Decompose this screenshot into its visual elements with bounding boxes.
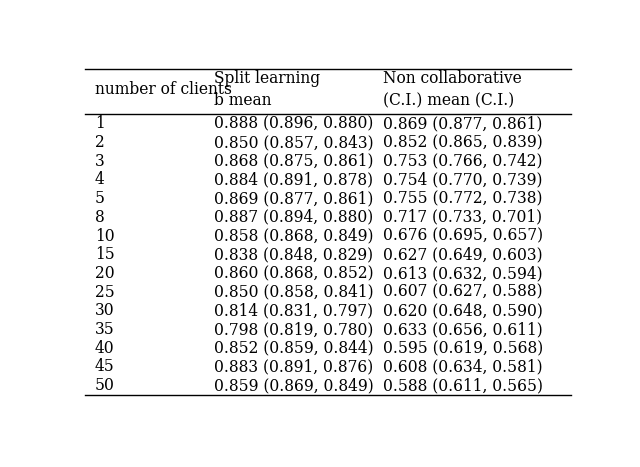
Text: 45: 45 xyxy=(95,359,115,375)
Text: 0.676 (0.695, 0.657): 0.676 (0.695, 0.657) xyxy=(383,227,543,245)
Text: 10: 10 xyxy=(95,227,115,245)
Text: number of clients: number of clients xyxy=(95,81,232,98)
Text: 0.850 (0.857, 0.843): 0.850 (0.857, 0.843) xyxy=(214,134,374,151)
Text: 5: 5 xyxy=(95,190,105,207)
Text: 0.850 (0.858, 0.841): 0.850 (0.858, 0.841) xyxy=(214,283,374,301)
Text: 25: 25 xyxy=(95,283,115,301)
Text: 40: 40 xyxy=(95,340,115,357)
Text: Split learning
b mean: Split learning b mean xyxy=(214,70,320,109)
Text: Non collaborative
(C.I.) mean (C.I.): Non collaborative (C.I.) mean (C.I.) xyxy=(383,70,522,109)
Text: 0.869 (0.877, 0.861): 0.869 (0.877, 0.861) xyxy=(214,190,373,207)
Text: 0.852 (0.865, 0.839): 0.852 (0.865, 0.839) xyxy=(383,134,542,151)
Text: 0.887 (0.894, 0.880): 0.887 (0.894, 0.880) xyxy=(214,209,373,226)
Text: 0.868 (0.875, 0.861): 0.868 (0.875, 0.861) xyxy=(214,153,373,170)
Text: 0.883 (0.891, 0.876): 0.883 (0.891, 0.876) xyxy=(214,359,373,375)
Text: 0.858 (0.868, 0.849): 0.858 (0.868, 0.849) xyxy=(214,227,373,245)
Text: 20: 20 xyxy=(95,265,115,282)
Text: 35: 35 xyxy=(95,321,115,338)
Text: 0.613 (0.632, 0.594): 0.613 (0.632, 0.594) xyxy=(383,265,542,282)
Text: 0.588 (0.611, 0.565): 0.588 (0.611, 0.565) xyxy=(383,377,543,394)
Text: 30: 30 xyxy=(95,302,115,319)
Text: 0.627 (0.649, 0.603): 0.627 (0.649, 0.603) xyxy=(383,246,542,263)
Text: 0.608 (0.634, 0.581): 0.608 (0.634, 0.581) xyxy=(383,359,542,375)
Text: 50: 50 xyxy=(95,377,115,394)
Text: 0.620 (0.648, 0.590): 0.620 (0.648, 0.590) xyxy=(383,302,543,319)
Text: 0.798 (0.819, 0.780): 0.798 (0.819, 0.780) xyxy=(214,321,373,338)
Text: 15: 15 xyxy=(95,246,115,263)
Text: 0.753 (0.766, 0.742): 0.753 (0.766, 0.742) xyxy=(383,153,542,170)
Text: 2: 2 xyxy=(95,134,104,151)
Text: 0.869 (0.877, 0.861): 0.869 (0.877, 0.861) xyxy=(383,115,542,132)
Text: 4: 4 xyxy=(95,171,104,189)
Text: 0.814 (0.831, 0.797): 0.814 (0.831, 0.797) xyxy=(214,302,373,319)
Text: 0.852 (0.859, 0.844): 0.852 (0.859, 0.844) xyxy=(214,340,374,357)
Text: 0.838 (0.848, 0.829): 0.838 (0.848, 0.829) xyxy=(214,246,373,263)
Text: 0.607 (0.627, 0.588): 0.607 (0.627, 0.588) xyxy=(383,283,542,301)
Text: 0.884 (0.891, 0.878): 0.884 (0.891, 0.878) xyxy=(214,171,373,189)
Text: 0.717 (0.733, 0.701): 0.717 (0.733, 0.701) xyxy=(383,209,541,226)
Text: 3: 3 xyxy=(95,153,104,170)
Text: 0.859 (0.869, 0.849): 0.859 (0.869, 0.849) xyxy=(214,377,374,394)
Text: 8: 8 xyxy=(95,209,104,226)
Text: 0.860 (0.868, 0.852): 0.860 (0.868, 0.852) xyxy=(214,265,374,282)
Text: 1: 1 xyxy=(95,115,104,132)
Text: 0.888 (0.896, 0.880): 0.888 (0.896, 0.880) xyxy=(214,115,373,132)
Text: 0.633 (0.656, 0.611): 0.633 (0.656, 0.611) xyxy=(383,321,542,338)
Text: 0.755 (0.772, 0.738): 0.755 (0.772, 0.738) xyxy=(383,190,542,207)
Text: 0.754 (0.770, 0.739): 0.754 (0.770, 0.739) xyxy=(383,171,542,189)
Text: 0.595 (0.619, 0.568): 0.595 (0.619, 0.568) xyxy=(383,340,543,357)
